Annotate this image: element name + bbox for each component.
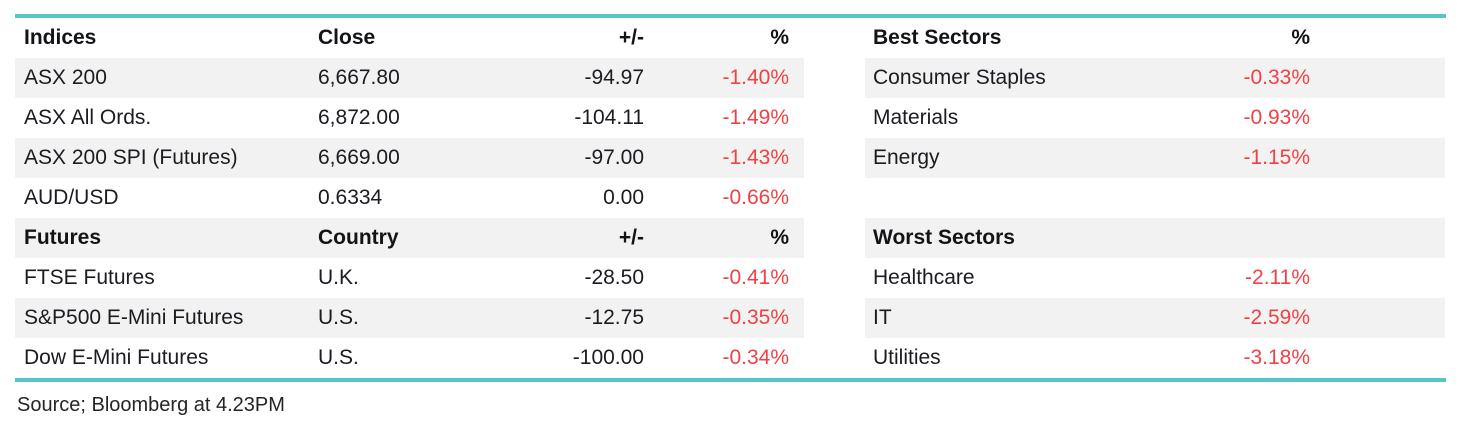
sector-name-cell: Consumer Staples xyxy=(873,66,1046,89)
header-row: Indices Close +/-% xyxy=(15,18,804,58)
sector-percent-cell: -0.93% xyxy=(1243,106,1310,129)
table-row: Consumer Staples -0.33% xyxy=(865,58,1445,98)
sector-percent-cell: -3.18% xyxy=(1243,346,1310,369)
close-value-header: Country xyxy=(318,226,399,249)
percent-change-cell: -1.49% xyxy=(722,106,789,129)
percent-change-cell: -0.34% xyxy=(722,346,789,369)
table-row: S&P500 E-Mini Futures U.S. -12.75 -0.35% xyxy=(15,298,804,338)
points-change-header: +/- xyxy=(618,26,644,49)
close-value-header: Close xyxy=(318,26,376,49)
sector-name-cell: Energy xyxy=(873,146,940,169)
table-row: ASX All Ords. 6,872.00 -104.11 -1.49% xyxy=(15,98,804,138)
close-value-cell: 0.6334 xyxy=(318,186,383,209)
instrument-name-cell: AUD/USD xyxy=(24,186,119,209)
instrument-name-cell: ASX 200 xyxy=(24,66,107,89)
points-change-cell: -97.00 xyxy=(584,146,644,169)
table-row: Utilities -3.18% xyxy=(865,338,1445,378)
table-row: Healthcare -2.11% xyxy=(865,258,1445,298)
table-row: Materials -0.93% xyxy=(865,98,1445,138)
instrument-name-cell: ASX All Ords. xyxy=(24,106,152,129)
table-row: FTSE Futures U.K. -28.50 -0.41% xyxy=(15,258,804,298)
close-value-cell: U.K. xyxy=(318,266,359,289)
sector-percent-cell: -1.15% xyxy=(1243,146,1310,169)
sector-percent-cell: -2.59% xyxy=(1243,306,1310,329)
sector-name-cell: IT xyxy=(873,306,892,329)
table-row: AUD/USD 0.6334 0.00 -0.66% xyxy=(15,178,804,218)
points-change-cell: 0.00 xyxy=(603,186,644,209)
percent-change-cell: -0.41% xyxy=(722,266,789,289)
table-row: Energy -1.15% xyxy=(865,138,1445,178)
sector-name-cell: Utilities xyxy=(873,346,941,369)
sector-name-cell: Healthcare xyxy=(873,266,975,289)
close-value-cell: 6,669.00 xyxy=(318,146,400,169)
percent-change-cell: -0.66% xyxy=(722,186,789,209)
instrument-name-cell: FTSE Futures xyxy=(24,266,155,289)
top-teal-rule xyxy=(15,14,1446,18)
header-row: Best Sectors% xyxy=(865,18,1445,58)
bottom-teal-rule xyxy=(15,378,1446,382)
spacer-row xyxy=(865,178,1445,218)
close-value-cell: U.S. xyxy=(318,346,359,369)
instrument-name-cell: Dow E-Mini Futures xyxy=(24,346,209,369)
percent-change-cell: -0.35% xyxy=(722,306,789,329)
instrument-name-cell: ASX 200 SPI (Futures) xyxy=(24,146,238,169)
header-row: Worst Sectors xyxy=(865,218,1445,258)
header-row: Futures Country +/-% xyxy=(15,218,804,258)
percent-change-header: % xyxy=(770,226,789,249)
instrument-name-cell: S&P500 E-Mini Futures xyxy=(24,306,244,329)
sector-name-header: Best Sectors xyxy=(873,26,1002,49)
percent-change-cell: -1.43% xyxy=(722,146,789,169)
sector-name-header: Worst Sectors xyxy=(873,226,1015,249)
points-change-cell: -104.11 xyxy=(574,106,644,129)
instrument-name-header: Indices xyxy=(24,26,97,49)
sector-percent-cell: -2.11% xyxy=(1245,266,1310,289)
indices-futures-table: Indices Close +/-% ASX 200 6,667.80 -94.97 -1.… xyxy=(15,18,804,378)
table-row: ASX 200 SPI (Futures) 6,669.00 -97.00 -1.43… xyxy=(15,138,804,178)
close-value-cell: U.S. xyxy=(318,306,359,329)
table-gap xyxy=(804,18,865,378)
close-value-cell: 6,872.00 xyxy=(318,106,400,129)
table-row: IT -2.59% xyxy=(865,298,1445,338)
points-change-cell: -28.50 xyxy=(584,266,644,289)
table-row: ASX 200 6,667.80 -94.97 -1.40% xyxy=(15,58,804,98)
sectors-table: Best Sectors% Consumer Staples -0.33% Mater… xyxy=(865,18,1445,378)
sector-name-cell: Materials xyxy=(873,106,959,129)
sector-percent-cell: -0.33% xyxy=(1243,66,1310,89)
points-change-header: +/- xyxy=(618,226,644,249)
percent-change-header: % xyxy=(770,26,789,49)
sector-percent-header: % xyxy=(1291,26,1310,49)
points-change-cell: -12.75 xyxy=(584,306,644,329)
table-row: Dow E-Mini Futures U.S. -100.00 -0.34% xyxy=(15,338,804,378)
points-change-cell: -100.00 xyxy=(572,346,644,369)
tables-area: Indices Close +/-% ASX 200 6,667.80 -94.97 -1.… xyxy=(15,18,1464,378)
points-change-cell: -94.97 xyxy=(584,66,644,89)
percent-change-cell: -1.40% xyxy=(722,66,789,89)
source-caption: Source; Bloomberg at 4.23PM xyxy=(17,394,285,416)
instrument-name-header: Futures xyxy=(24,226,102,249)
close-value-cell: 6,667.80 xyxy=(318,66,400,89)
